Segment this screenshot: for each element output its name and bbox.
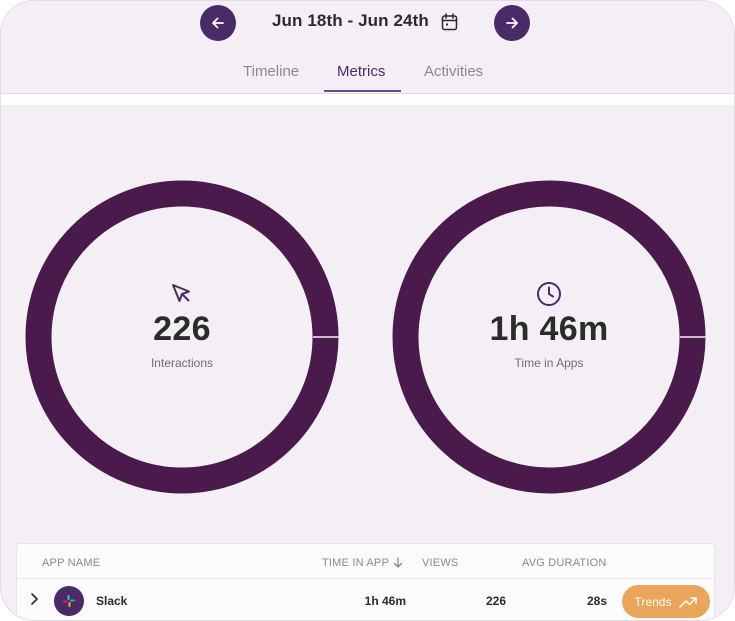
tab-bar: Timeline Metrics Activities [1,61,734,94]
column-header-app-name[interactable]: APP NAME [42,557,101,569]
header: Jun 18th - Jun 24th Timeline Metrics Act… [1,1,734,94]
interactions-label: Interactions [150,356,214,370]
time-in-apps-ring [392,180,706,494]
tab-metrics[interactable]: Metrics [337,63,386,80]
time-in-app-value: 1h 46m [364,594,406,608]
trends-button[interactable]: Trends [622,585,710,618]
avg-duration-value: 28s [586,594,607,608]
interactions-metric: 226 Interactions [25,180,339,494]
table-row[interactable]: Slack 1h 46m 226 28s Trends [17,579,714,620]
header-separator [1,94,734,105]
apps-table: APP NAME TIME IN APP VIEWS AVG DURATION … [16,543,715,620]
time-in-apps-label: Time in Apps [514,356,584,370]
column-header-views[interactable]: VIEWS [422,557,459,569]
time-in-apps-value: 1h 46m [489,310,609,348]
trends-button-label: Trends [634,594,672,609]
tabs-divider [1,93,734,94]
tab-activities[interactable]: Activities [424,63,484,80]
active-tab-indicator [324,90,401,92]
trending-up-icon [679,596,698,608]
sort-descending-icon[interactable] [393,557,403,568]
column-header-time-in-app[interactable]: TIME IN APP [322,557,389,569]
chevron-right-icon[interactable] [29,592,39,606]
date-range-label: Jun 18th - Jun 24th [272,11,429,30]
interactions-value: 226 [153,310,211,348]
clock-icon [537,282,561,306]
next-week-button[interactable] [494,5,530,41]
column-header-avg-duration[interactable]: AVG DURATION [522,557,607,569]
calendar-icon[interactable] [441,13,458,31]
header-divider [17,578,714,579]
interactions-ring [25,180,339,494]
time-in-apps-metric: 1h 46m Time in Apps [392,180,706,494]
cursor-pointer-icon [172,284,190,302]
app-name: Slack [96,594,128,608]
tab-timeline[interactable]: Timeline [243,63,300,80]
views-value: 226 [485,594,506,608]
slack-icon [54,586,84,616]
previous-week-button[interactable] [200,5,236,41]
arrow-right-icon [506,17,518,29]
arrow-left-icon [212,17,224,29]
